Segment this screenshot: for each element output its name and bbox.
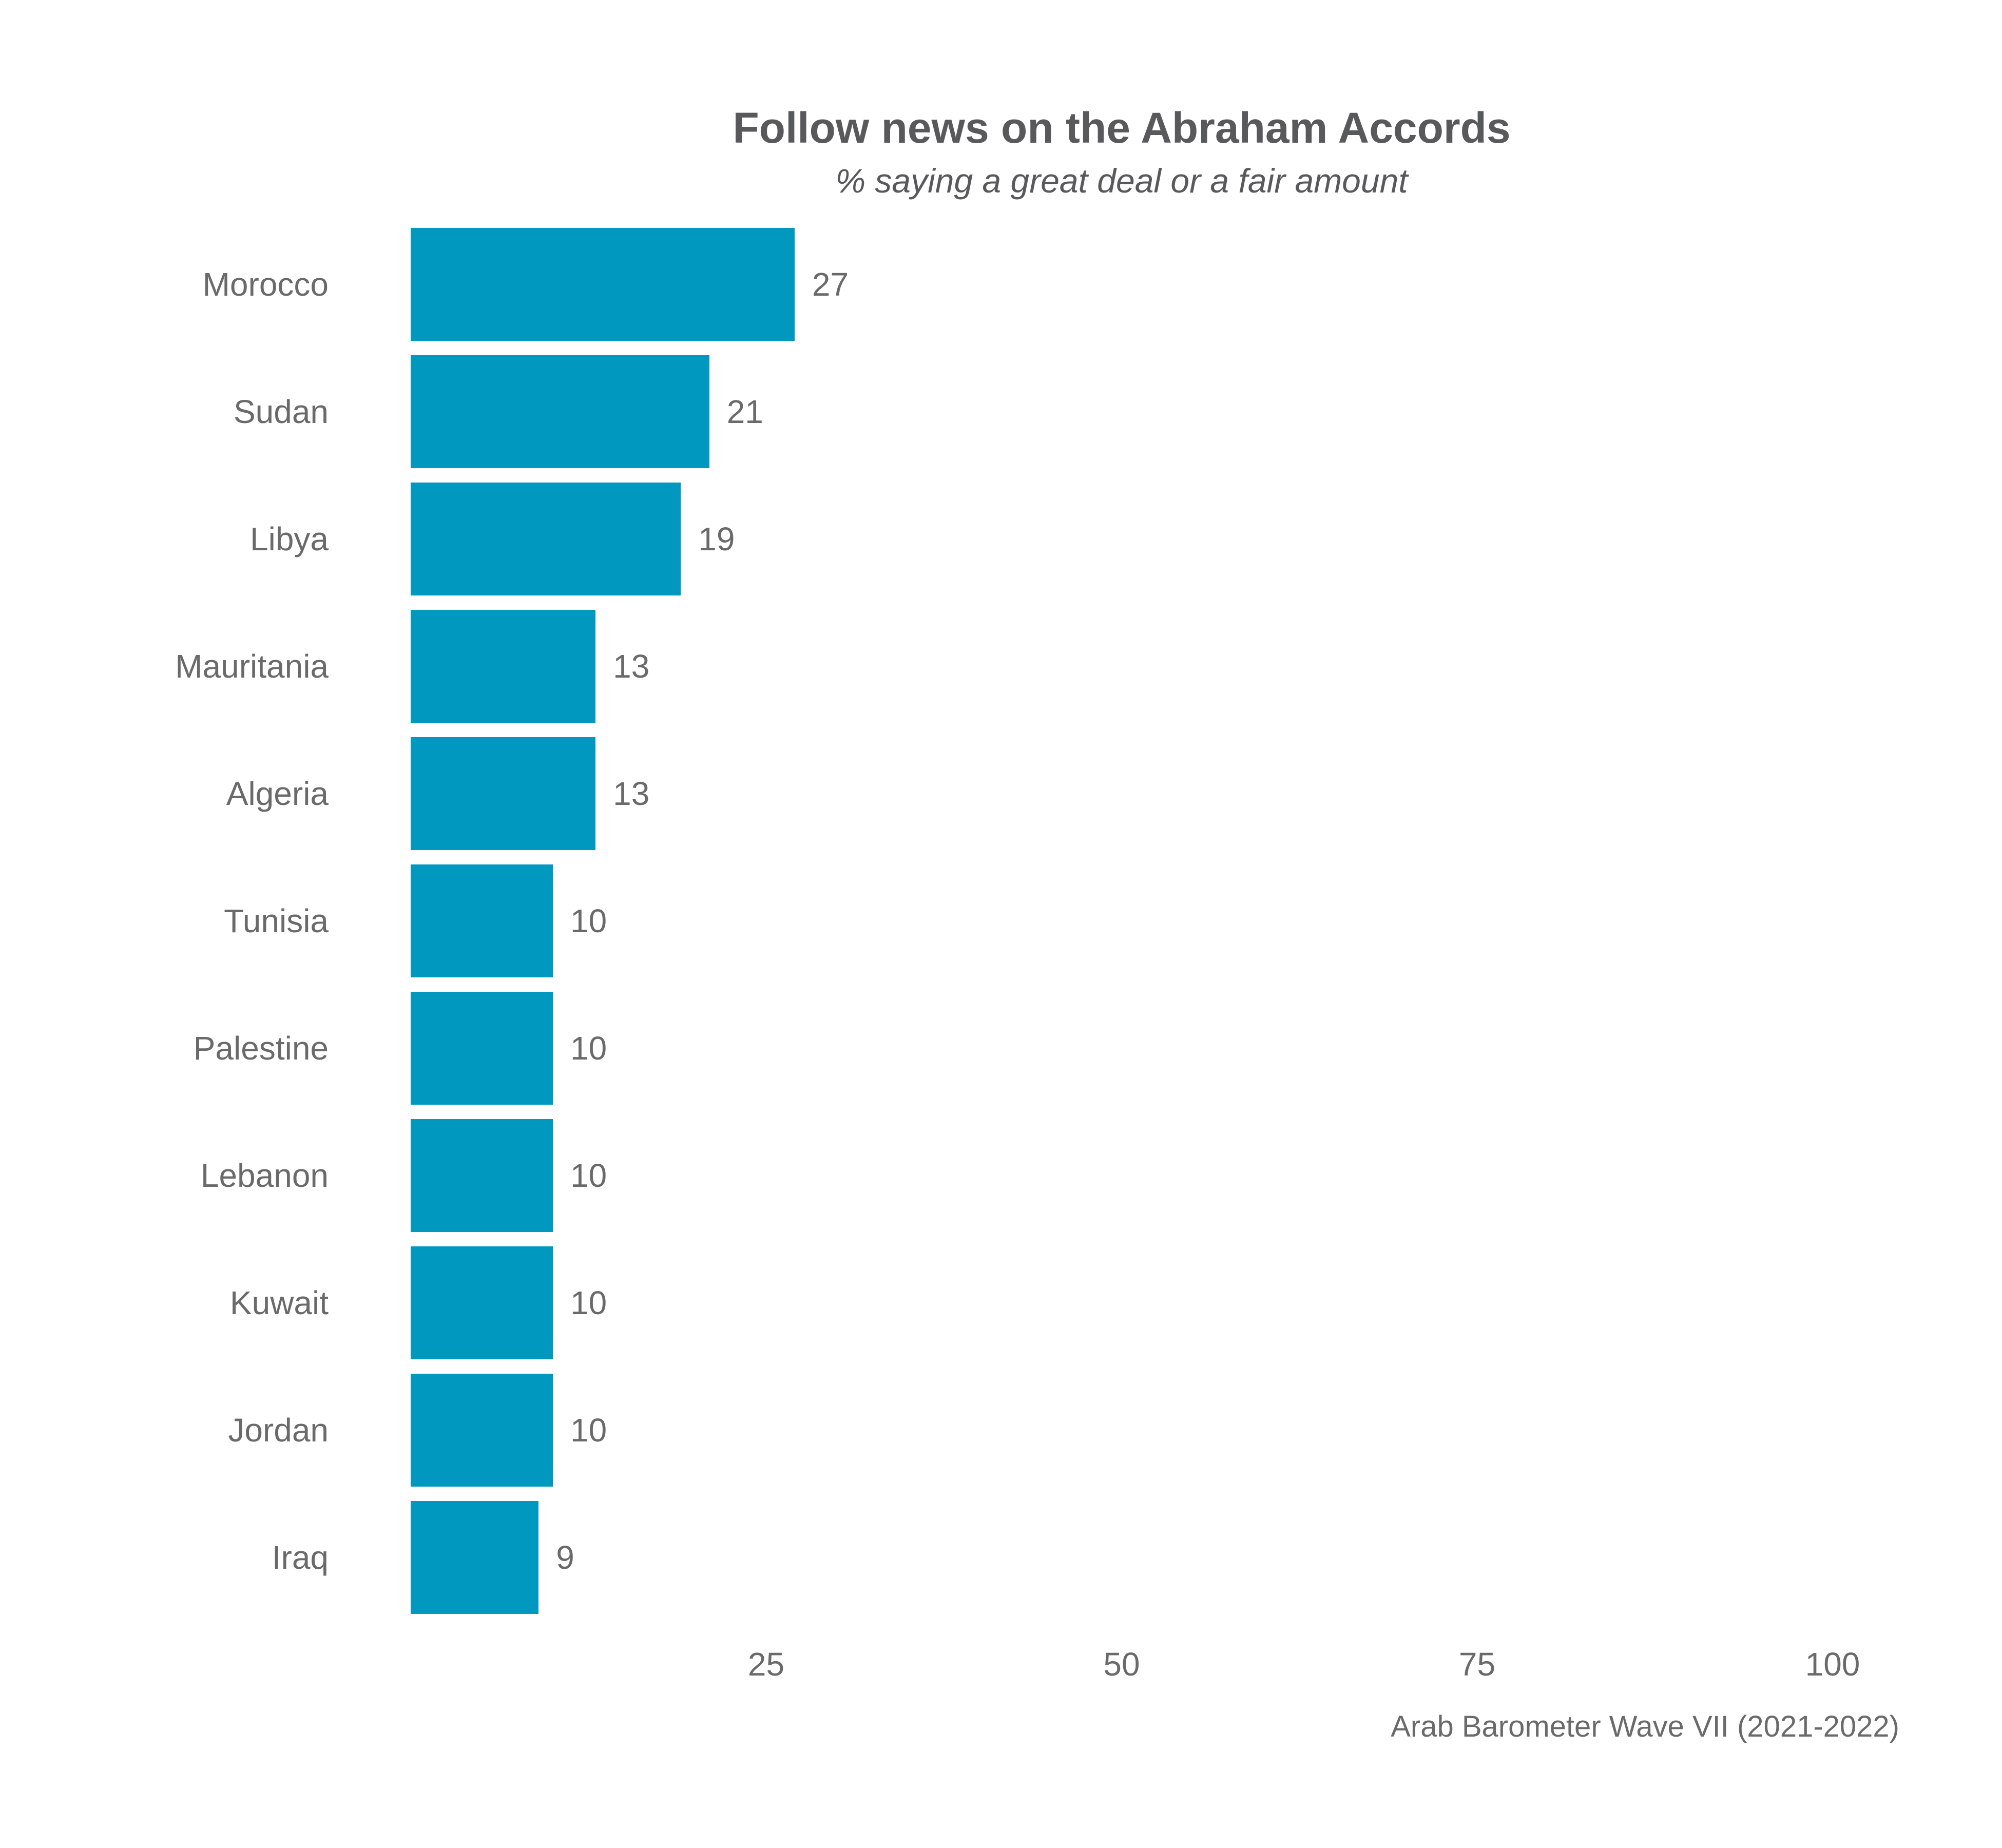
bar bbox=[411, 228, 795, 341]
bar-row: Mauritania 13 bbox=[0, 603, 2002, 730]
value-label: 13 bbox=[613, 648, 650, 685]
x-tick-label: 50 bbox=[1103, 1646, 1140, 1683]
source-note: Arab Barometer Wave VII (2021-2022) bbox=[1391, 1710, 1899, 1743]
bar-row: Iraq 9 bbox=[0, 1494, 2002, 1621]
category-label: Morocco bbox=[202, 266, 329, 303]
x-tick-label: 100 bbox=[1805, 1646, 1860, 1683]
bar-track: 19 bbox=[411, 483, 1833, 595]
bar bbox=[411, 992, 553, 1105]
value-label: 9 bbox=[556, 1539, 574, 1576]
bar bbox=[411, 1119, 553, 1232]
value-label: 19 bbox=[698, 521, 735, 557]
bar-track: 27 bbox=[411, 228, 1833, 341]
bar-track: 10 bbox=[411, 1246, 1833, 1359]
category-label: Algeria bbox=[226, 775, 329, 812]
bar-track: 13 bbox=[411, 610, 1833, 723]
category-label: Kuwait bbox=[229, 1284, 329, 1321]
x-tick-label: 75 bbox=[1458, 1646, 1496, 1683]
bar bbox=[411, 1501, 539, 1614]
category-label: Libya bbox=[250, 521, 329, 557]
bar-track: 21 bbox=[411, 355, 1833, 468]
bar-track: 10 bbox=[411, 1374, 1833, 1487]
bar-row: Libya 19 bbox=[0, 475, 2002, 603]
bar-row: Lebanon 10 bbox=[0, 1112, 2002, 1239]
x-axis-ticks: 25 50 75 100 bbox=[411, 1645, 1860, 1697]
bar-row: Kuwait 10 bbox=[0, 1239, 2002, 1366]
bar bbox=[411, 737, 596, 850]
value-label: 13 bbox=[613, 775, 650, 812]
value-label: 10 bbox=[570, 1284, 607, 1321]
bar-track: 10 bbox=[411, 1119, 1833, 1232]
chart-title: Follow news on the Abraham Accords bbox=[733, 104, 1511, 152]
category-label: Jordan bbox=[228, 1412, 329, 1449]
bars-area: Morocco 27 Sudan 21 Libya 19 Mauritania … bbox=[0, 221, 2002, 1621]
bar-track: 9 bbox=[411, 1501, 1833, 1614]
bar-row: Morocco 27 bbox=[0, 221, 2002, 348]
value-label: 27 bbox=[812, 266, 849, 303]
value-label: 10 bbox=[570, 902, 607, 939]
chart-subtitle: % saying a great deal or a fair amount bbox=[835, 162, 1408, 200]
bar-row: Sudan 21 bbox=[0, 348, 2002, 475]
value-label: 21 bbox=[726, 393, 763, 430]
category-label: Lebanon bbox=[200, 1157, 329, 1194]
bar-track: 10 bbox=[411, 992, 1833, 1105]
value-label: 10 bbox=[570, 1157, 607, 1194]
bar bbox=[411, 1246, 553, 1359]
bar bbox=[411, 355, 709, 468]
category-label: Sudan bbox=[233, 393, 329, 430]
bar-row: Palestine 10 bbox=[0, 985, 2002, 1112]
bar-row: Jordan 10 bbox=[0, 1366, 2002, 1494]
bar bbox=[411, 1374, 553, 1487]
bar-track: 13 bbox=[411, 737, 1833, 850]
bar bbox=[411, 864, 553, 977]
bar-track: 10 bbox=[411, 864, 1833, 977]
category-label: Mauritania bbox=[175, 648, 329, 685]
value-label: 10 bbox=[570, 1412, 607, 1449]
category-label: Palestine bbox=[193, 1030, 329, 1067]
value-label: 10 bbox=[570, 1030, 607, 1067]
bar bbox=[411, 610, 596, 723]
bar-row: Algeria 13 bbox=[0, 730, 2002, 857]
bar bbox=[411, 483, 681, 595]
bar-row: Tunisia 10 bbox=[0, 857, 2002, 985]
category-label: Iraq bbox=[272, 1539, 329, 1576]
x-tick-label: 25 bbox=[747, 1646, 785, 1683]
category-label: Tunisia bbox=[224, 902, 329, 939]
